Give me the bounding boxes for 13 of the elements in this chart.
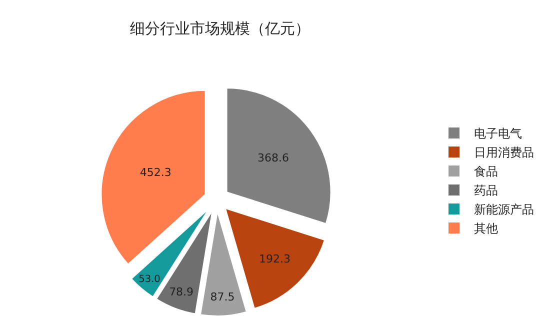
data-label: 452.3 [140, 166, 172, 179]
legend-label: 其他 [474, 222, 498, 236]
data-label: 368.6 [258, 152, 290, 165]
data-label: 78.9 [169, 286, 194, 299]
legend-label: 食品 [474, 164, 498, 179]
data-label: 192.3 [259, 252, 291, 266]
legend-label: 日用消费品 [474, 146, 534, 160]
legend-label: 新能源产品 [474, 202, 534, 217]
legend-label: 电子电气 [474, 126, 522, 141]
data-label: 53.0 [138, 274, 160, 286]
legend-label: 药品 [474, 184, 498, 198]
chart-title: 细分行业市场规模（亿元） [130, 19, 310, 38]
data-label: 87.5 [210, 290, 235, 304]
